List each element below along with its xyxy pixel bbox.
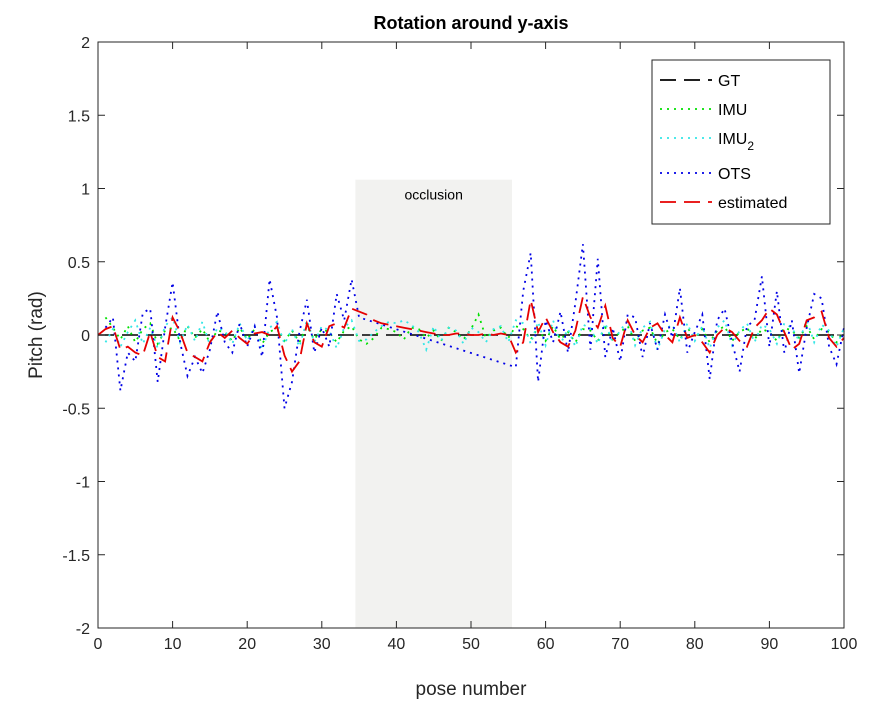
x-tick-label: 60 [537, 636, 555, 653]
y-tick-label: -2 [76, 621, 90, 638]
occlusion-label: occlusion [405, 187, 463, 203]
x-tick-label: 20 [238, 636, 256, 653]
y-tick-label: 2 [81, 35, 90, 52]
x-axis-title: pose number [416, 679, 528, 700]
x-tick-label: 10 [164, 636, 182, 653]
x-tick-label: 70 [611, 636, 629, 653]
x-tick-label: 50 [462, 636, 480, 653]
ticks-layer: 0 10 20 30 40 50 60 70 80 90 100 -2 -1.5 -1 -0.5 0 0.5 1 1… [62, 35, 857, 653]
legend-label-subscript: 2 [747, 139, 754, 153]
y-tick-label: 1 [81, 182, 90, 199]
legend-box [651, 59, 831, 225]
series-layer [97, 244, 845, 409]
x-tick-label: 0 [94, 636, 103, 653]
legend-label: IMU2 [718, 131, 754, 153]
y-tick-label: 0 [81, 328, 90, 345]
legend-label: IMU [718, 102, 747, 119]
legend-item: IMU2 [660, 131, 754, 153]
y-axis-title: Pitch (rad) [26, 291, 47, 379]
x-tick-label: 90 [761, 636, 779, 653]
legend-label: OTS [718, 166, 751, 183]
legend-item: IMU [660, 102, 747, 119]
legend-item: estimated [660, 195, 787, 212]
x-tick-label: 30 [313, 636, 331, 653]
series-line-estimated [97, 293, 845, 374]
y-tick-label: -1 [76, 475, 90, 492]
chart-title: Rotation around y-axis [373, 13, 568, 33]
legend-label: GT [718, 73, 740, 90]
x-tick-label: 40 [388, 636, 406, 653]
y-tick-label: 0.5 [68, 255, 90, 272]
legend-item: OTS [660, 166, 751, 183]
occlusion-region [355, 179, 513, 628]
y-tick-label: -0.5 [62, 401, 90, 418]
series-line-ots [104, 244, 845, 409]
legend-item: GT [660, 73, 740, 90]
legend: GT IMU IMU2 OTS estimated [651, 59, 831, 225]
legend-label: estimated [718, 195, 787, 212]
y-tick-label: 1.5 [68, 108, 90, 125]
y-tick-label: -1.5 [62, 548, 90, 565]
x-tick-label: 100 [831, 636, 858, 653]
x-tick-label: 80 [686, 636, 704, 653]
